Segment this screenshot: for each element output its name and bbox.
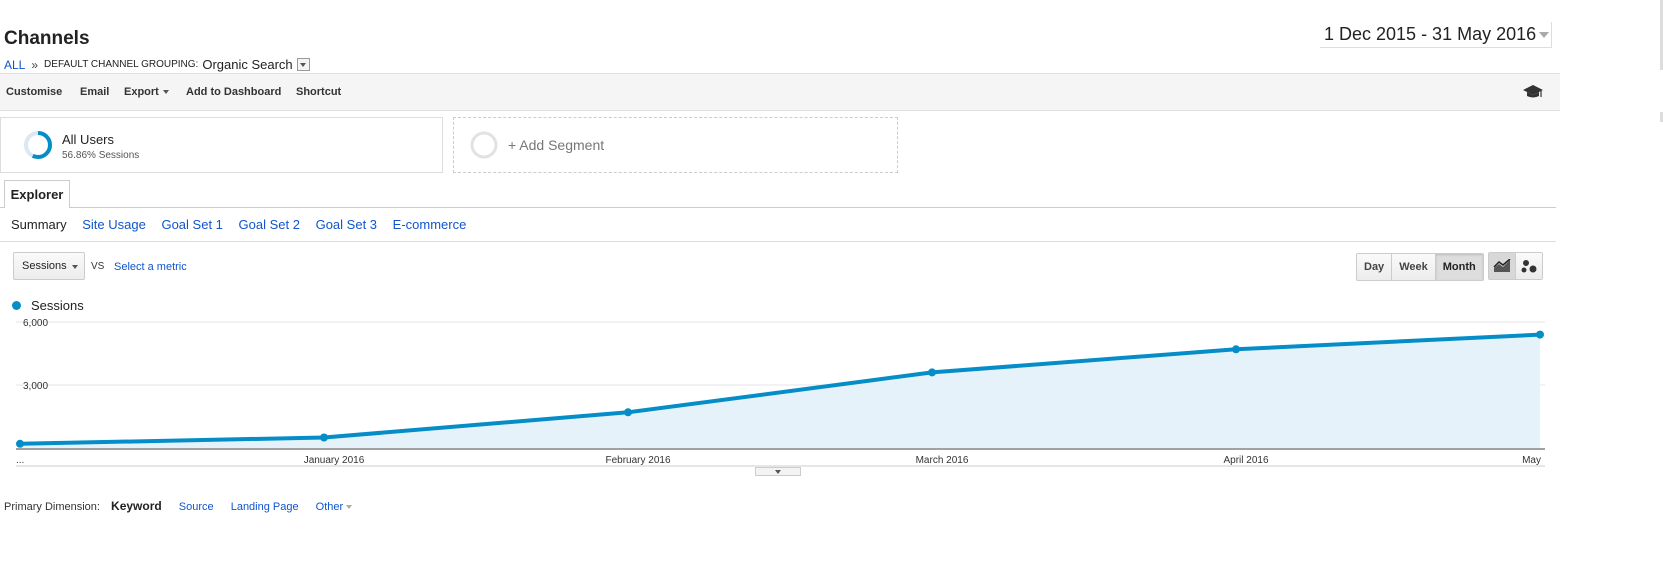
- breadcrumb-group-value: Organic Search: [202, 57, 293, 72]
- sessions-chart: 6,000 3,000 ... January 2016 February 2016 M…: [16, 318, 1545, 467]
- x-tick-label: April 2016: [1223, 455, 1268, 466]
- x-tick-label: March 2016: [916, 455, 969, 466]
- breadcrumb-dropdown[interactable]: [296, 58, 310, 71]
- x-tick-label: May: [1522, 455, 1541, 466]
- primary-dimension-bar: Primary Dimension: Keyword Source Landin…: [4, 499, 366, 513]
- chevron-down-icon: [162, 90, 169, 95]
- breadcrumb-separator: »: [31, 57, 39, 72]
- primary-dimension-keyword: Keyword: [111, 499, 162, 513]
- subtab-site-usage[interactable]: Site Usage: [82, 217, 146, 232]
- chevron-down-icon: [72, 265, 78, 269]
- date-range-label: 1 Dec 2015 - 31 May 2016: [1324, 24, 1537, 44]
- subtab-bar: Summary Site Usage Goal Set 1 Goal Set 2…: [11, 217, 478, 232]
- add-segment-button[interactable]: + Add Segment: [453, 117, 898, 173]
- chart-legend: Sessions: [12, 298, 84, 313]
- breadcrumb-group-label: DEFAULT CHANNEL GROUPING:: [44, 59, 199, 70]
- subtab-summary[interactable]: Summary: [11, 217, 67, 232]
- primary-dimension-label: Primary Dimension:: [4, 501, 100, 513]
- metric-select-value: Sessions: [22, 260, 67, 272]
- chart-collapse-handle[interactable]: [755, 467, 801, 476]
- y-tick-label: 6,000: [23, 318, 48, 329]
- period-toggle: Day Week Month: [1356, 253, 1484, 281]
- shortcut-button[interactable]: Shortcut: [296, 86, 342, 98]
- chevron-down-icon: [346, 505, 353, 510]
- primary-dimension-source[interactable]: Source: [178, 501, 214, 513]
- x-tick-label: February 2016: [605, 455, 670, 466]
- legend-label: Sessions: [31, 298, 84, 313]
- data-point: [1232, 345, 1240, 354]
- subtab-goal-set-3[interactable]: Goal Set 3: [315, 217, 378, 232]
- chevron-down-icon: [1539, 32, 1549, 38]
- add-segment-label: + Add Segment: [508, 137, 605, 153]
- toolbar: Customise Email Export Add to Dashboard …: [0, 73, 1560, 111]
- export-label: Export: [124, 86, 159, 98]
- line-chart-icon: [1493, 259, 1511, 272]
- chart-type-toggle: [1488, 252, 1543, 280]
- period-day-button[interactable]: Day: [1357, 254, 1393, 280]
- sessions-area: [20, 334, 1540, 448]
- segment-ring-icon: [24, 131, 52, 159]
- period-week-button[interactable]: Week: [1392, 254, 1436, 280]
- page-title: Channels: [4, 28, 90, 49]
- graduation-cap-icon[interactable]: [1522, 84, 1544, 100]
- breadcrumb-all-link[interactable]: ALL: [4, 57, 26, 72]
- subtab-ecommerce[interactable]: E-commerce: [392, 217, 467, 232]
- data-point: [16, 439, 24, 448]
- x-tick-label: January 2016: [304, 455, 365, 466]
- primary-dimension-landing-page[interactable]: Landing Page: [230, 501, 299, 513]
- select-metric-link[interactable]: Select a metric: [114, 261, 187, 273]
- scrollbar-edge: [1660, 112, 1663, 122]
- subtab-goal-set-2[interactable]: Goal Set 2: [238, 217, 300, 232]
- segment-percent: 56.86% Sessions: [62, 150, 140, 161]
- data-point: [1536, 330, 1544, 339]
- export-button[interactable]: Export: [124, 86, 169, 98]
- date-range-picker[interactable]: 1 Dec 2015 - 31 May 2016: [1320, 22, 1552, 48]
- y-tick-label: 3,000: [23, 381, 48, 392]
- segment-all-users[interactable]: All Users 56.86% Sessions: [0, 117, 443, 173]
- breadcrumb: ALL » DEFAULT CHANNEL GROUPING: Organic …: [4, 57, 310, 72]
- customise-button[interactable]: Customise: [6, 86, 63, 98]
- sessions-line: [19, 332, 1541, 446]
- chevron-down-icon: [300, 62, 307, 67]
- tab-explorer[interactable]: Explorer: [4, 180, 70, 208]
- chevron-down-icon: [775, 469, 781, 474]
- subtab-goal-set-1[interactable]: Goal Set 1: [161, 217, 223, 232]
- period-month-button[interactable]: Month: [1435, 254, 1483, 280]
- bubble-chart-icon: [1521, 260, 1537, 273]
- metric-select[interactable]: Sessions: [13, 252, 85, 280]
- email-button[interactable]: Email: [80, 86, 110, 98]
- line-chart-view-button[interactable]: [1489, 253, 1516, 279]
- x-tick-label: ...: [16, 455, 24, 466]
- legend-marker: [12, 301, 21, 310]
- add-to-dashboard-button[interactable]: Add to Dashboard: [186, 86, 282, 98]
- data-point: [928, 368, 936, 377]
- tab-divider: [0, 207, 1556, 208]
- primary-dimension-other[interactable]: Other: [316, 501, 353, 513]
- segment-name: All Users: [62, 132, 115, 147]
- other-label: Other: [315, 501, 344, 513]
- motion-chart-view-button[interactable]: [1516, 253, 1542, 279]
- vs-label: VS: [91, 261, 105, 272]
- data-point: [320, 433, 328, 442]
- scrollbar-edge: [1660, 0, 1663, 70]
- empty-segment-ring-icon: [470, 131, 498, 159]
- subtab-divider: [0, 241, 1556, 242]
- data-point: [624, 408, 632, 417]
